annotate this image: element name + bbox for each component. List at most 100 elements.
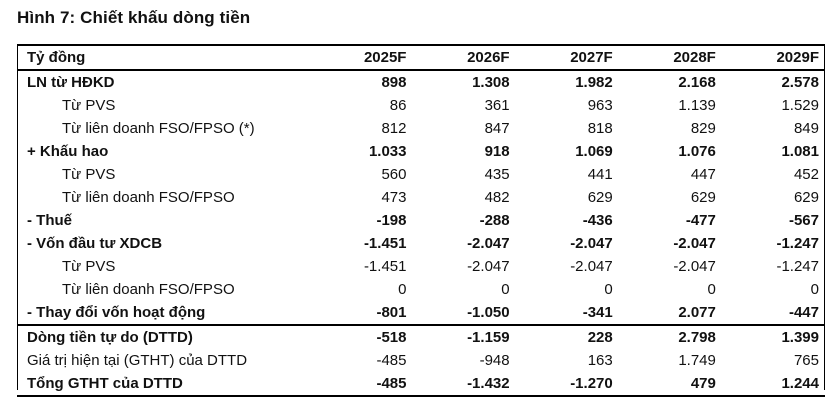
cell-value: 1.139 <box>678 97 716 114</box>
cell-value: -288 <box>479 212 510 229</box>
column-header-2028f: 2028F <box>673 49 716 66</box>
cell-value: 849 <box>793 120 819 137</box>
table-row: Từ liên doanh FSO/FPSO 473 482 629 629 629 <box>17 186 825 209</box>
cell-value: 228 <box>587 329 613 346</box>
cell-value: 898 <box>381 74 407 91</box>
cell-value: 1.749 <box>678 352 716 369</box>
row-label: Tổng GTHT của DTTD <box>27 375 183 392</box>
table-body: LN từ HĐKD 898 1.308 1.982 2.168 2.578 Từ PVS 8… <box>17 70 825 396</box>
cell-value: -2.047 <box>673 258 716 275</box>
cell-value: 435 <box>484 166 510 183</box>
column-header-2027f: 2027F <box>570 49 613 66</box>
cell-value: 1.529 <box>781 97 819 114</box>
row-label: Từ PVS <box>62 258 116 275</box>
cell-value: 163 <box>587 352 613 369</box>
cell-value: -477 <box>685 212 716 229</box>
cell-value: 1.308 <box>472 74 510 91</box>
cell-value: -436 <box>582 212 613 229</box>
cell-value: -198 <box>376 212 407 229</box>
table-row: Dòng tiền tự do (DTTD) -518 -1.159 228 2.798… <box>17 325 825 349</box>
cell-value: 1.244 <box>781 375 819 392</box>
column-header-2025f: 2025F <box>363 49 407 66</box>
table-row: + Khấu hao 1.033 918 1.069 1.076 1.081 <box>17 140 825 163</box>
cell-value: 1.069 <box>575 143 613 160</box>
row-label: + Khấu hao <box>27 143 109 160</box>
cell-value: 441 <box>587 166 613 183</box>
cell-value: -2.047 <box>673 235 716 252</box>
cell-value: 482 <box>484 189 510 206</box>
cell-value: 0 <box>604 281 613 298</box>
cell-value: 1.081 <box>781 143 819 160</box>
cell-value: -518 <box>376 329 407 346</box>
table-row: - Thay đổi vốn hoạt động -801 -1.050 -341 2.… <box>17 301 825 325</box>
cell-value: -485 <box>376 375 407 392</box>
cell-value: 0 <box>707 281 716 298</box>
cell-value: -2.047 <box>467 258 510 275</box>
cell-value: 0 <box>810 281 819 298</box>
column-header-2029f: 2029F <box>776 49 819 66</box>
cell-value: -2.047 <box>467 235 510 252</box>
cell-value: 452 <box>793 166 819 183</box>
row-label: LN từ HĐKD <box>27 74 115 91</box>
figure-title: Hình 7: Chiết khấu dòng tiền <box>17 8 251 27</box>
cell-value: 361 <box>484 97 510 114</box>
cell-value: -1.247 <box>776 258 819 275</box>
cell-value: 2.168 <box>678 74 716 91</box>
row-label: Từ liên doanh FSO/FPSO <box>62 189 235 206</box>
cell-value: 447 <box>690 166 716 183</box>
cell-value: 629 <box>587 189 613 206</box>
cell-value: 918 <box>484 143 510 160</box>
cell-value: 473 <box>381 189 407 206</box>
row-label: Từ PVS <box>62 166 116 183</box>
cell-value: 560 <box>381 166 407 183</box>
cell-value: -485 <box>376 352 407 369</box>
cell-value: 2.578 <box>781 74 819 91</box>
row-label: Từ liên doanh FSO/FPSO <box>62 281 235 298</box>
cell-value: -1.159 <box>467 329 510 346</box>
cell-value: 1.033 <box>368 143 407 160</box>
cell-value: -1.270 <box>570 375 613 392</box>
cell-value: -1.247 <box>776 235 819 252</box>
table-row: - Thuế -198 -288 -436 -477 -567 <box>17 209 825 232</box>
cell-value: -801 <box>376 304 407 321</box>
cell-value: 847 <box>484 120 510 137</box>
table-row: Từ liên doanh FSO/FPSO 0 0 0 0 0 <box>17 278 825 301</box>
column-header-2026f: 2026F <box>467 49 510 66</box>
cell-value: -567 <box>788 212 819 229</box>
row-label: - Thuế <box>27 212 72 229</box>
cell-value: 2.798 <box>678 329 716 346</box>
cell-value: 0 <box>501 281 510 298</box>
cell-value: -1.432 <box>467 375 510 392</box>
cell-value: 629 <box>690 189 716 206</box>
cell-value: 0 <box>398 281 407 298</box>
table-row: Từ PVS 560 435 441 447 452 <box>17 163 825 186</box>
cell-value: -1.451 <box>363 258 407 275</box>
cell-value: 818 <box>587 120 613 137</box>
cell-value: 829 <box>690 120 716 137</box>
row-label: Giá trị hiện tại (GTHT) của DTTD <box>27 352 248 369</box>
cell-value: 812 <box>381 120 407 137</box>
cell-value: -341 <box>582 304 613 321</box>
cell-value: -447 <box>788 304 819 321</box>
row-label: Từ PVS <box>62 97 116 114</box>
cell-value: -1.050 <box>467 304 510 321</box>
table-row: Từ liên doanh FSO/FPSO (*) 812 847 818 829 84… <box>17 117 825 140</box>
cell-value: -2.047 <box>570 258 613 275</box>
cell-value: 86 <box>389 97 407 114</box>
row-label: - Vốn đầu tư XDCB <box>27 235 163 252</box>
table-row: Tổng GTHT của DTTD -485 -1.432 -1.270 479 1.2… <box>17 372 825 396</box>
cell-value: 2.077 <box>678 304 716 321</box>
table-row: Từ PVS -1.451 -2.047 -2.047 -2.047 -1.247 <box>17 255 825 278</box>
cell-value: 1.076 <box>678 143 716 160</box>
cell-value: 479 <box>690 375 716 392</box>
dcf-table: Tỷ đồng 2025F 2026F 2027F 2028F 2029F LN… <box>17 44 825 397</box>
row-label: Dòng tiền tự do (DTTD) <box>27 329 193 346</box>
cell-value: -2.047 <box>570 235 613 252</box>
row-label: Từ liên doanh FSO/FPSO (*) <box>62 120 255 137</box>
cell-value: 1.982 <box>575 74 613 91</box>
column-header-unit: Tỷ đồng <box>27 49 86 66</box>
cell-value: 629 <box>793 189 819 206</box>
table-header-row: Tỷ đồng 2025F 2026F 2027F 2028F 2029F <box>17 45 825 70</box>
cell-value: 963 <box>587 97 613 114</box>
cell-value: -1.451 <box>363 235 407 252</box>
